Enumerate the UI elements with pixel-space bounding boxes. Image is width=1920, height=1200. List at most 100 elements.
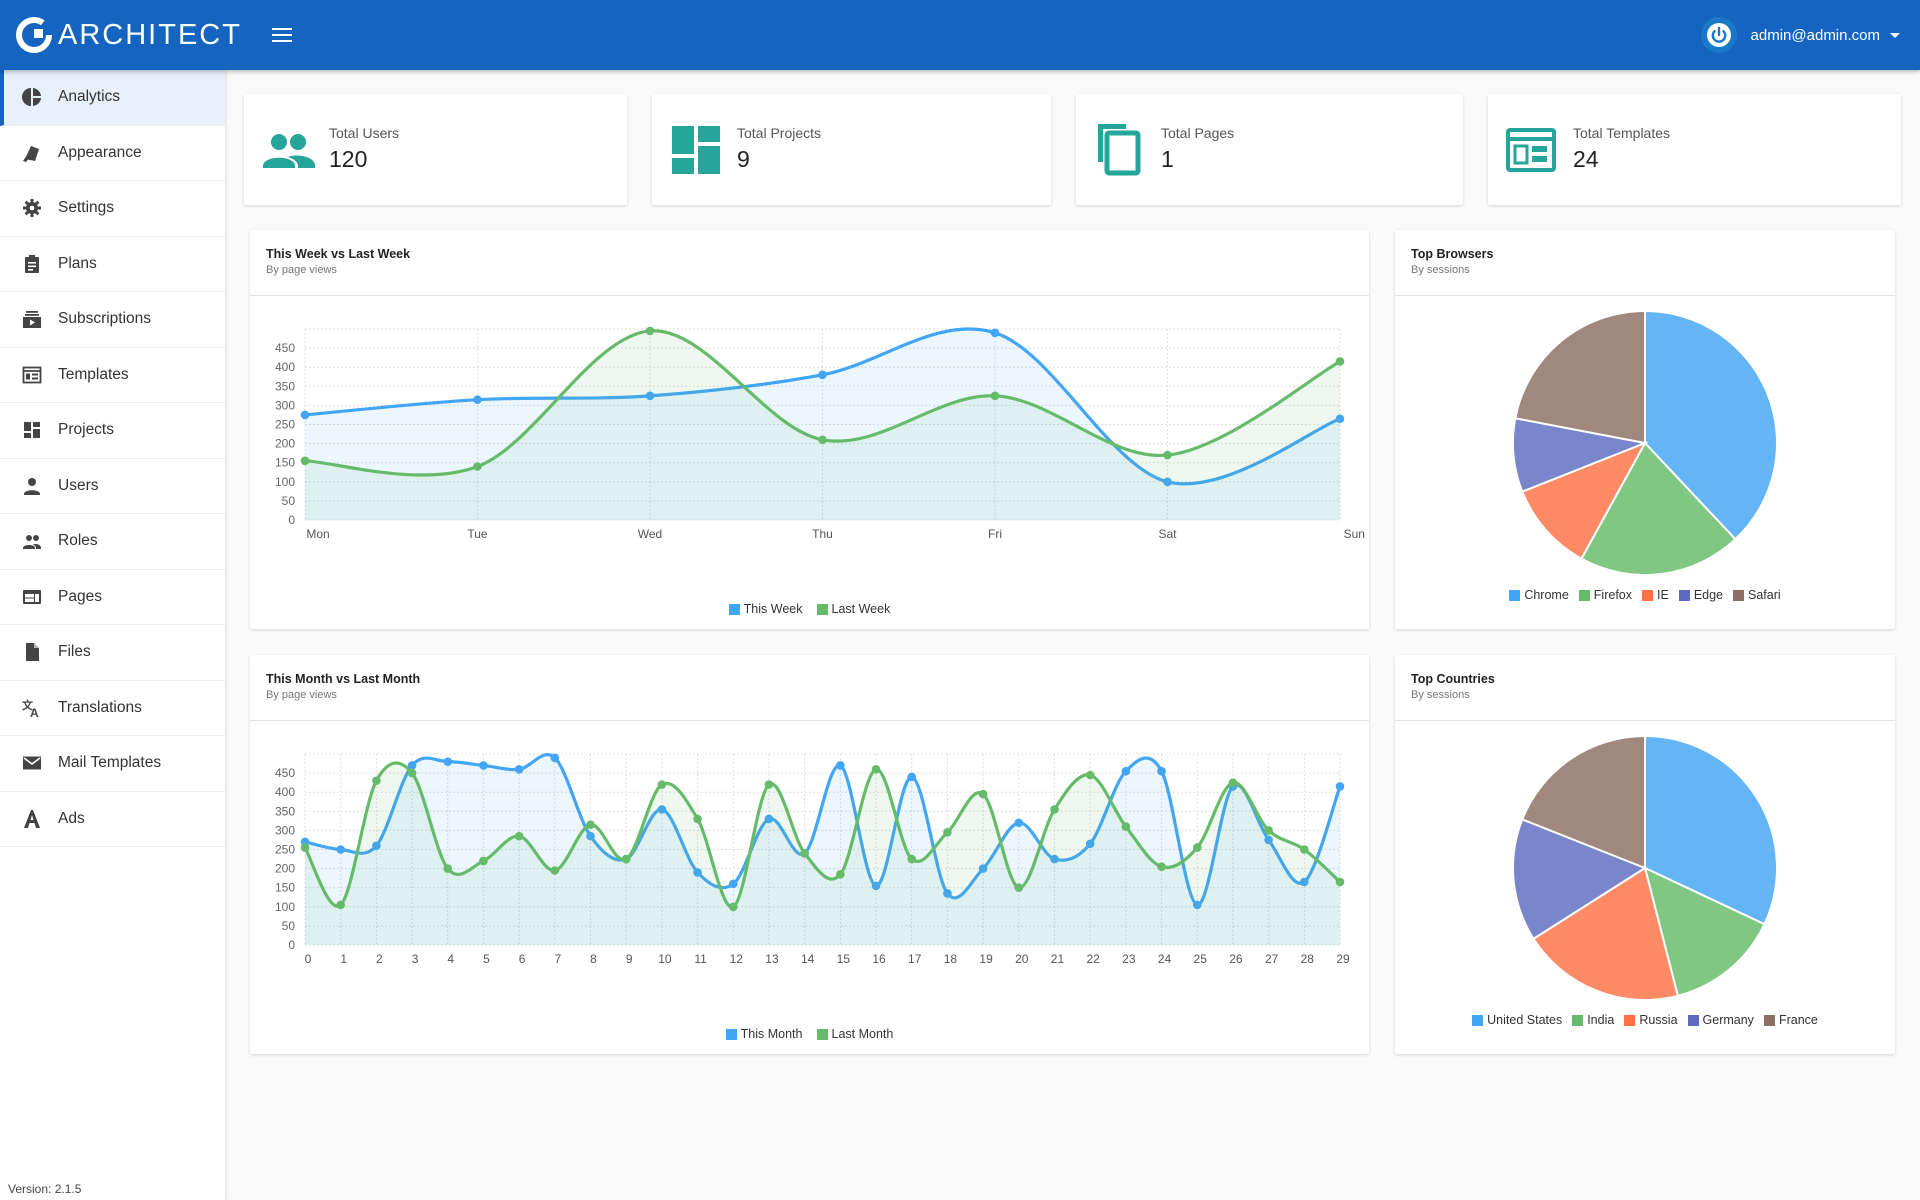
power-avatar-icon bbox=[1700, 17, 1737, 53]
stat-label: Total Pages bbox=[1161, 125, 1235, 141]
data-point bbox=[657, 805, 667, 814]
sidebar-item-settings[interactable]: Settings bbox=[0, 181, 225, 237]
y-tick-label: 200 bbox=[275, 437, 295, 451]
legend-item[interactable]: Firefox bbox=[1578, 588, 1632, 602]
data-point bbox=[473, 395, 482, 404]
sidebar-item-files[interactable]: Files bbox=[0, 625, 225, 681]
panel-header: This Month vs Last Month By page views bbox=[250, 655, 1369, 721]
legend-swatch bbox=[725, 1028, 737, 1040]
sidebar-item-mail-templates[interactable]: Mail Templates bbox=[0, 736, 225, 792]
y-tick-label: 0 bbox=[288, 513, 295, 527]
month-chart-panel: This Month vs Last Month By page views 0… bbox=[250, 655, 1369, 1054]
data-point bbox=[443, 757, 453, 766]
sidebar-item-templates[interactable]: Templates bbox=[0, 348, 225, 403]
legend-label: Firefox bbox=[1593, 588, 1632, 602]
sidebar-item-label: Mail Templates bbox=[58, 754, 162, 772]
data-point bbox=[1264, 835, 1273, 845]
legend-swatch bbox=[1763, 1014, 1775, 1026]
sidebar-item-plans[interactable]: Plans bbox=[0, 237, 225, 292]
x-tick-label: Sun bbox=[1344, 527, 1365, 541]
clipboard-icon bbox=[22, 254, 42, 274]
legend-item[interactable]: Last Month bbox=[816, 1027, 894, 1041]
sidebar-item-ads[interactable]: Ads bbox=[0, 792, 225, 847]
app-logo[interactable]: ARCHITECT bbox=[14, 15, 242, 55]
sidebar-item-label: Ads bbox=[58, 809, 85, 827]
legend-item[interactable]: This Week bbox=[728, 602, 803, 616]
user-menu[interactable]: admin@admin.com bbox=[1700, 15, 1900, 55]
legend-item[interactable]: United States bbox=[1472, 1013, 1562, 1027]
data-point bbox=[336, 845, 345, 854]
x-tick-label: 25 bbox=[1194, 952, 1208, 966]
sidebar-item-label: Templates bbox=[58, 365, 129, 383]
chart-legend: Chrome Firefox IE Edge Safari bbox=[1395, 588, 1895, 602]
y-tick-label: 350 bbox=[275, 379, 295, 393]
legend-swatch bbox=[1509, 589, 1521, 601]
data-point bbox=[693, 814, 702, 824]
legend-item[interactable]: Last Week bbox=[816, 602, 891, 616]
x-tick-label: 23 bbox=[1122, 952, 1136, 966]
y-tick-label: 100 bbox=[275, 900, 295, 914]
data-point bbox=[657, 780, 667, 789]
week-line-chart: 0 50 100 150 200 250 300 350 400 450 Mon Tue Wed Thu F… bbox=[275, 326, 1365, 541]
x-tick-label: Wed bbox=[638, 527, 662, 541]
legend-label: Last Month bbox=[831, 1027, 894, 1041]
legend-swatch bbox=[1624, 1014, 1636, 1026]
legend-item[interactable]: Safari bbox=[1733, 588, 1781, 602]
app-name: ARCHITECT bbox=[58, 18, 242, 51]
sidebar-item-users[interactable]: Users bbox=[0, 459, 225, 514]
menu-toggle-icon[interactable] bbox=[272, 28, 292, 42]
legend-swatch bbox=[728, 603, 740, 615]
legend-item[interactable]: Edge bbox=[1678, 588, 1723, 602]
web-page-icon bbox=[22, 587, 42, 607]
x-tick-label: 9 bbox=[626, 952, 633, 966]
sidebar-item-roles[interactable]: Roles bbox=[0, 514, 225, 570]
legend-item[interactable]: India bbox=[1572, 1013, 1614, 1027]
chart-legend: This Month Last Month bbox=[250, 1027, 1369, 1041]
sidebar-item-projects[interactable]: Projects bbox=[0, 403, 225, 459]
stat-value: 24 bbox=[1573, 146, 1599, 172]
panel-title: This Month vs Last Month bbox=[266, 672, 421, 686]
x-tick-label: 1 bbox=[340, 952, 347, 966]
data-point bbox=[514, 764, 524, 774]
sidebar-item-label: Files bbox=[58, 643, 91, 661]
legend-item[interactable]: This Month bbox=[725, 1027, 803, 1041]
x-tick-label: 17 bbox=[908, 952, 922, 966]
panel-subtitle: By sessions bbox=[1411, 689, 1470, 701]
legend-label: Last Week bbox=[831, 602, 891, 616]
legend-swatch bbox=[1572, 1014, 1584, 1026]
sidebar-item-translations[interactable]: 文 A Translations bbox=[0, 681, 225, 736]
panel-title: This Week vs Last Week bbox=[266, 247, 411, 261]
x-tick-label: 6 bbox=[519, 952, 526, 966]
legend-item[interactable]: IE bbox=[1642, 588, 1669, 602]
people-icon bbox=[22, 531, 42, 551]
x-tick-label: Mon bbox=[306, 527, 329, 541]
data-point bbox=[1014, 818, 1024, 828]
x-tick-label: Tue bbox=[467, 527, 488, 541]
data-point bbox=[907, 772, 917, 782]
legend-swatch bbox=[816, 603, 828, 615]
sidebar-item-analytics[interactable]: Analytics bbox=[0, 70, 225, 126]
ads-icon bbox=[22, 809, 42, 829]
pie-slice-firefox bbox=[1580, 441, 1737, 576]
data-point bbox=[1300, 845, 1309, 854]
legend-item[interactable]: Chrome bbox=[1509, 588, 1569, 602]
y-tick-label: 100 bbox=[275, 475, 295, 489]
stat-card-projects: Total Projects 9 bbox=[652, 94, 1051, 205]
legend-label: IE bbox=[1657, 588, 1669, 602]
legend-swatch bbox=[1687, 1014, 1699, 1026]
data-point bbox=[514, 831, 524, 841]
data-point bbox=[764, 814, 774, 824]
legend-item[interactable]: France bbox=[1763, 1013, 1818, 1027]
web-layout-icon bbox=[22, 365, 42, 385]
sidebar-item-appearance[interactable]: Appearance bbox=[0, 126, 225, 181]
sidebar-item-pages[interactable]: Pages bbox=[0, 570, 225, 625]
panel-header: This Week vs Last Week By page views bbox=[250, 230, 1369, 296]
countries-chart-panel: Top Countries By sessions United States I… bbox=[1395, 655, 1895, 1054]
sidebar-item-subscriptions[interactable]: Subscriptions bbox=[0, 292, 225, 348]
x-tick-label: 12 bbox=[730, 952, 744, 966]
legend-item[interactable]: Germany bbox=[1687, 1013, 1754, 1027]
sidebar-item-label: Roles bbox=[58, 532, 98, 550]
legend-item[interactable]: Russia bbox=[1624, 1013, 1678, 1027]
data-point bbox=[407, 768, 417, 778]
